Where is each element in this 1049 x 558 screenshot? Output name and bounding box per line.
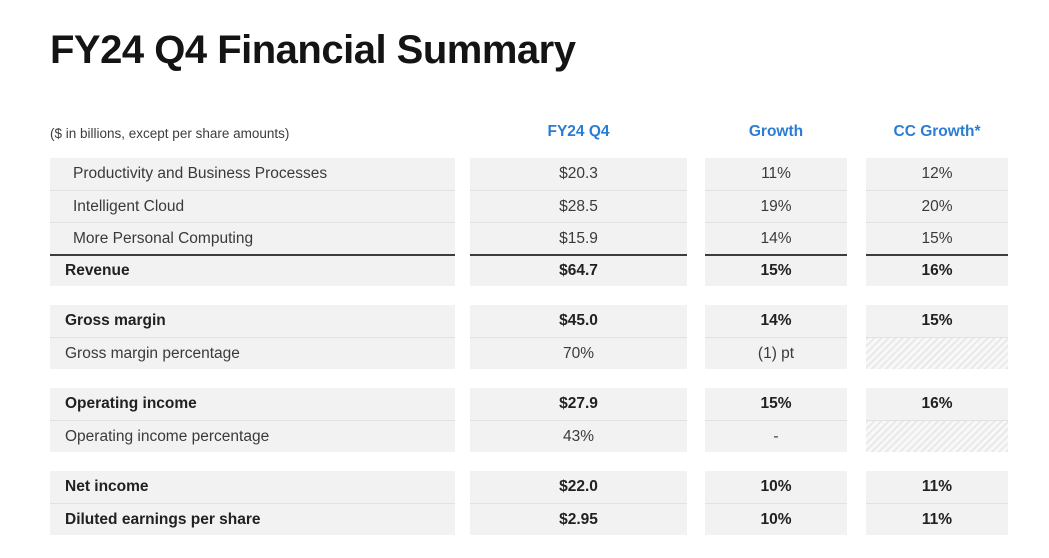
value-cell: 16% <box>866 388 1008 420</box>
value-cell: 14% <box>705 305 847 337</box>
table-row: Revenue $64.7 15% 16% <box>0 254 1049 286</box>
table-row: Productivity and Business Processes $20.3… <box>0 158 1049 190</box>
value-cell: 10% <box>705 503 847 535</box>
value-cell: 12% <box>866 158 1008 190</box>
row-label: Diluted earnings per share <box>50 503 455 535</box>
column-header-fy24-q4: FY24 Q4 <box>547 123 610 140</box>
value-cell: (1) pt <box>705 337 847 369</box>
value-cell: 43% <box>470 420 687 452</box>
row-label: Revenue <box>50 254 455 286</box>
row-label: Gross margin percentage <box>50 337 455 369</box>
table-row: Diluted earnings per share $2.95 10% 11% <box>0 503 1049 535</box>
row-label: Intelligent Cloud <box>50 190 455 222</box>
value-cell: $20.3 <box>470 158 687 190</box>
row-label: Operating income percentage <box>50 420 455 452</box>
value-cell: $45.0 <box>470 305 687 337</box>
value-cell: $64.7 <box>470 254 687 286</box>
na-hatched-cell <box>866 420 1008 452</box>
units-note: ($ in billions, except per share amounts… <box>50 126 290 141</box>
table-row: Gross margin percentage 70% (1) pt <box>0 337 1049 369</box>
row-label: Net income <box>50 471 455 503</box>
table-row: Intelligent Cloud $28.5 19% 20% <box>0 190 1049 222</box>
value-cell: 70% <box>470 337 687 369</box>
table-group: Net income $22.0 10% 11% Diluted earnings pe… <box>0 471 1049 535</box>
column-header-cc-growth: CC Growth* <box>893 123 981 140</box>
value-cell: 15% <box>866 222 1008 254</box>
value-cell: 10% <box>705 471 847 503</box>
table-group: Gross margin $45.0 14% 15% Gross margin perc… <box>0 305 1049 369</box>
value-cell: $28.5 <box>470 190 687 222</box>
value-cell: 14% <box>705 222 847 254</box>
row-label: Gross margin <box>50 305 455 337</box>
value-cell: $15.9 <box>470 222 687 254</box>
table-row: More Personal Computing $15.9 14% 15% <box>0 222 1049 254</box>
value-cell: 11% <box>705 158 847 190</box>
value-cell: 15% <box>866 305 1008 337</box>
row-label: More Personal Computing <box>50 222 455 254</box>
value-cell: $22.0 <box>470 471 687 503</box>
value-cell: 19% <box>705 190 847 222</box>
value-cell: 15% <box>705 388 847 420</box>
row-label: Productivity and Business Processes <box>50 158 455 190</box>
page-title: FY24 Q4 Financial Summary <box>50 28 576 72</box>
value-cell: 15% <box>705 254 847 286</box>
table-row: Net income $22.0 10% 11% <box>0 471 1049 503</box>
row-label: Operating income <box>50 388 455 420</box>
table-group: Productivity and Business Processes $20.3… <box>0 158 1049 286</box>
value-cell: $27.9 <box>470 388 687 420</box>
value-cell: 16% <box>866 254 1008 286</box>
value-cell: $2.95 <box>470 503 687 535</box>
value-cell: 11% <box>866 503 1008 535</box>
column-header-growth: Growth <box>748 123 804 140</box>
table-row: Gross margin $45.0 14% 15% <box>0 305 1049 337</box>
value-cell: - <box>705 420 847 452</box>
na-hatched-cell <box>866 337 1008 369</box>
table-group: Operating income $27.9 15% 16% Operating inc… <box>0 388 1049 452</box>
financial-table: Productivity and Business Processes $20.3… <box>0 158 1049 554</box>
value-cell: 11% <box>866 471 1008 503</box>
table-row: Operating income percentage 43% - <box>0 420 1049 452</box>
table-row: Operating income $27.9 15% 16% <box>0 388 1049 420</box>
value-cell: 20% <box>866 190 1008 222</box>
